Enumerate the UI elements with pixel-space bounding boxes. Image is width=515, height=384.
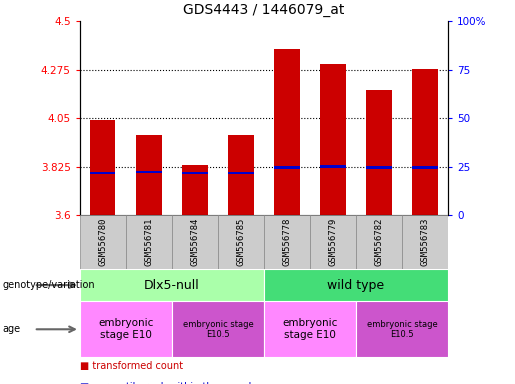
Text: GSM556782: GSM556782 <box>374 218 384 266</box>
Bar <box>264 269 448 301</box>
Bar <box>366 166 392 169</box>
Text: ■ percentile rank within the sample: ■ percentile rank within the sample <box>80 382 257 384</box>
Bar <box>366 90 392 215</box>
Bar <box>80 269 264 301</box>
Bar <box>80 215 126 269</box>
Bar <box>274 49 300 215</box>
Text: GSM556783: GSM556783 <box>421 218 430 266</box>
Text: wild type: wild type <box>328 279 385 291</box>
Bar <box>402 215 448 269</box>
Bar <box>228 172 253 174</box>
Text: genotype/variation: genotype/variation <box>3 280 95 290</box>
Text: GSM556784: GSM556784 <box>191 218 199 266</box>
Text: ■ transformed count: ■ transformed count <box>80 361 183 371</box>
Bar <box>264 215 310 269</box>
Bar <box>136 135 162 215</box>
Title: GDS4443 / 1446079_at: GDS4443 / 1446079_at <box>183 3 345 17</box>
Bar <box>228 135 253 215</box>
Bar <box>264 301 356 357</box>
Bar <box>320 64 346 215</box>
Text: embryonic
stage E10: embryonic stage E10 <box>98 318 153 340</box>
Text: GSM556780: GSM556780 <box>98 218 107 266</box>
Bar <box>172 301 264 357</box>
Text: GSM556778: GSM556778 <box>282 218 291 266</box>
Text: GSM556781: GSM556781 <box>144 218 153 266</box>
Bar <box>274 166 300 169</box>
Text: GSM556785: GSM556785 <box>236 218 246 266</box>
Text: age: age <box>3 324 21 334</box>
Bar <box>310 215 356 269</box>
Bar <box>182 166 208 215</box>
Bar <box>172 215 218 269</box>
Bar <box>356 215 402 269</box>
Bar <box>90 120 115 215</box>
Bar <box>80 301 172 357</box>
Text: embryonic stage
E10.5: embryonic stage E10.5 <box>182 319 253 339</box>
Text: GSM556779: GSM556779 <box>329 218 337 266</box>
Bar <box>136 170 162 173</box>
Bar <box>182 172 208 174</box>
Bar <box>413 166 438 169</box>
Bar <box>356 301 448 357</box>
Bar <box>90 172 115 174</box>
Text: Dlx5-null: Dlx5-null <box>144 279 200 291</box>
Bar <box>413 68 438 215</box>
Text: embryonic
stage E10: embryonic stage E10 <box>282 318 338 340</box>
Text: embryonic stage
E10.5: embryonic stage E10.5 <box>367 319 437 339</box>
Bar <box>126 215 172 269</box>
Bar <box>320 165 346 168</box>
Bar <box>218 215 264 269</box>
